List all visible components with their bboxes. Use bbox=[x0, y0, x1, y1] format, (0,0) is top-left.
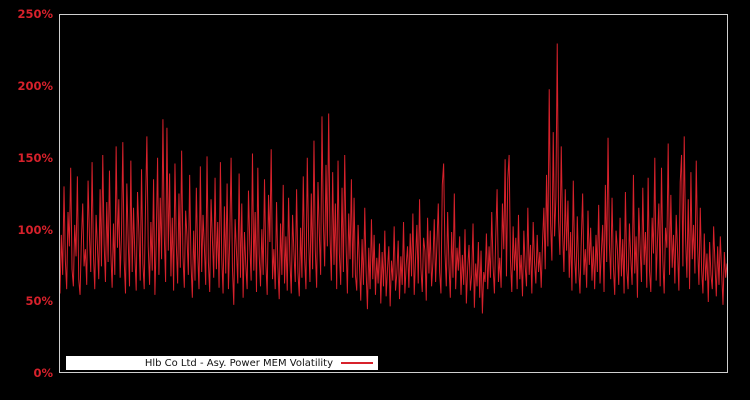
legend-label: Hlb Co Ltd - Asy. Power MEM Volatility bbox=[144, 357, 333, 369]
y-axis-tick-label-50: 50% bbox=[25, 294, 53, 308]
y-axis-tick-label-0: 0% bbox=[33, 366, 53, 380]
y-axis-tick-label-250: 250% bbox=[17, 7, 53, 21]
plot-area bbox=[59, 14, 728, 373]
legend-line-sample bbox=[341, 362, 373, 364]
y-axis-tick-label-100: 100% bbox=[17, 223, 53, 237]
volatility-line-series bbox=[60, 43, 727, 314]
y-axis-tick-label-150: 150% bbox=[17, 151, 53, 165]
volatility-chart-svg bbox=[60, 43, 727, 314]
y-axis-tick-label-200: 200% bbox=[17, 79, 53, 93]
legend-box: Hlb Co Ltd - Asy. Power MEM Volatility bbox=[66, 356, 378, 370]
